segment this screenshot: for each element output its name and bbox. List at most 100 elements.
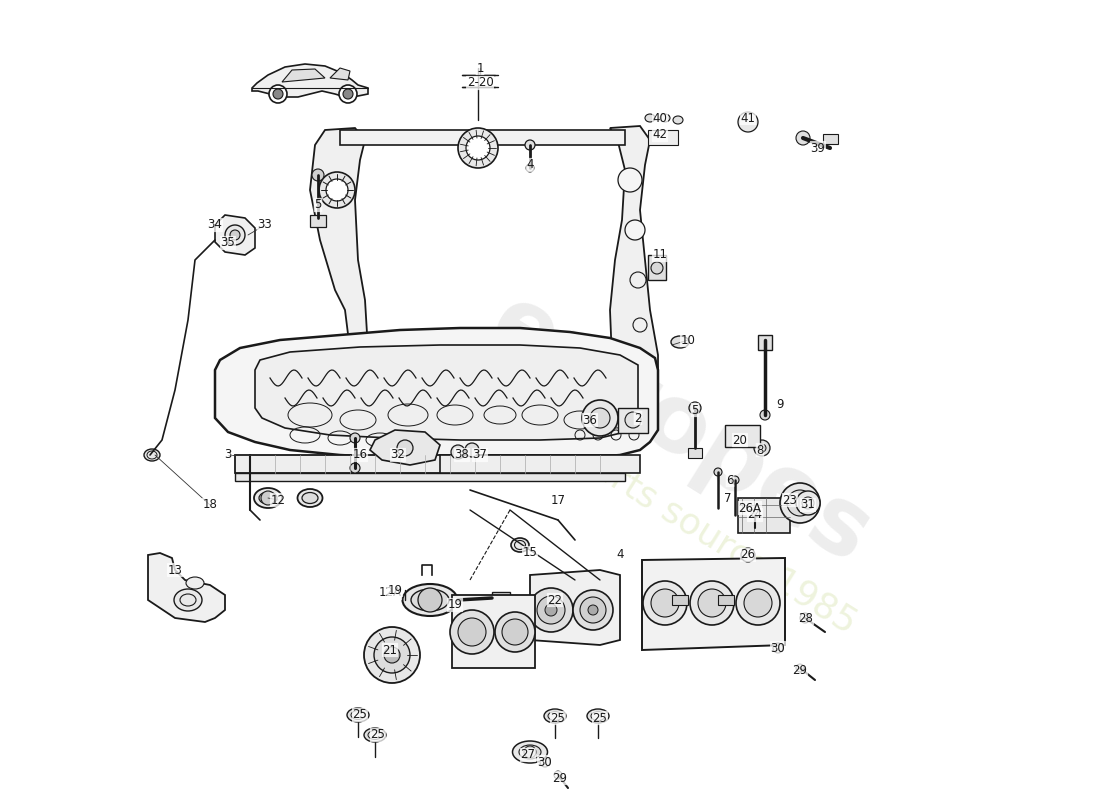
Circle shape: [529, 588, 573, 632]
Text: 28: 28: [799, 611, 813, 625]
Text: 3: 3: [224, 449, 232, 462]
Bar: [440, 455, 640, 473]
Circle shape: [732, 476, 739, 484]
Circle shape: [618, 168, 642, 192]
Circle shape: [744, 589, 772, 617]
Circle shape: [465, 443, 478, 457]
Text: 33: 33: [257, 218, 273, 231]
Bar: [235, 455, 625, 473]
Text: 35: 35: [221, 237, 235, 250]
Circle shape: [273, 89, 283, 99]
Circle shape: [502, 619, 528, 645]
Circle shape: [580, 597, 606, 623]
Circle shape: [796, 491, 820, 515]
Bar: [758, 335, 772, 350]
Text: 32: 32: [390, 449, 406, 462]
Circle shape: [458, 128, 498, 168]
Text: 37: 37: [473, 449, 487, 462]
Polygon shape: [530, 570, 620, 645]
Circle shape: [537, 596, 565, 624]
Circle shape: [590, 408, 610, 428]
Circle shape: [760, 410, 770, 420]
Text: 29: 29: [552, 771, 568, 785]
Bar: [492, 592, 510, 606]
Circle shape: [689, 402, 701, 414]
Text: 5: 5: [691, 403, 698, 417]
Text: 13: 13: [167, 563, 183, 577]
Polygon shape: [370, 430, 440, 465]
Ellipse shape: [411, 589, 449, 611]
Text: 23: 23: [782, 494, 797, 506]
Text: 25: 25: [593, 711, 607, 725]
Text: 39: 39: [811, 142, 825, 154]
Text: 36: 36: [583, 414, 597, 426]
Bar: [235, 473, 625, 481]
Circle shape: [554, 771, 562, 779]
Text: 12: 12: [271, 494, 286, 506]
Bar: [672, 595, 688, 605]
Text: 5: 5: [315, 198, 321, 211]
Circle shape: [339, 85, 358, 103]
Polygon shape: [452, 595, 535, 668]
Circle shape: [690, 581, 734, 625]
Circle shape: [796, 664, 804, 672]
Bar: [688, 448, 702, 458]
Ellipse shape: [403, 584, 458, 616]
Ellipse shape: [671, 336, 689, 348]
Circle shape: [458, 618, 486, 646]
Circle shape: [524, 746, 536, 758]
Circle shape: [451, 445, 465, 459]
Text: 17: 17: [550, 494, 565, 506]
Ellipse shape: [186, 577, 204, 589]
Ellipse shape: [519, 745, 541, 759]
Text: a parts source 1985: a parts source 1985: [538, 420, 862, 640]
Bar: [718, 595, 734, 605]
Text: 19: 19: [448, 598, 462, 611]
Bar: [738, 498, 790, 533]
Circle shape: [738, 112, 758, 132]
Ellipse shape: [512, 538, 529, 552]
Text: 34: 34: [208, 218, 222, 231]
Ellipse shape: [660, 114, 670, 122]
Circle shape: [418, 588, 442, 612]
Text: 41: 41: [740, 111, 756, 125]
Ellipse shape: [544, 709, 566, 723]
Bar: [310, 215, 326, 227]
Polygon shape: [642, 558, 785, 650]
Circle shape: [644, 581, 688, 625]
Polygon shape: [610, 126, 658, 400]
Circle shape: [751, 509, 759, 517]
Ellipse shape: [645, 114, 654, 122]
Text: europes: europes: [473, 277, 887, 583]
Text: 27: 27: [520, 749, 536, 762]
Bar: [725, 425, 760, 447]
Text: 2-20: 2-20: [466, 77, 494, 90]
Circle shape: [364, 627, 420, 683]
Text: 42: 42: [652, 129, 668, 142]
Text: 29: 29: [792, 663, 807, 677]
Bar: [823, 134, 838, 144]
Circle shape: [540, 757, 550, 767]
Ellipse shape: [174, 589, 202, 611]
Text: 40: 40: [652, 111, 668, 125]
Circle shape: [758, 444, 766, 452]
Polygon shape: [148, 553, 225, 622]
Circle shape: [773, 643, 783, 653]
Circle shape: [651, 589, 679, 617]
Circle shape: [226, 225, 245, 245]
Circle shape: [582, 400, 618, 436]
Text: 20: 20: [733, 434, 747, 446]
Text: 25: 25: [551, 711, 565, 725]
Text: 7: 7: [724, 491, 732, 505]
Text: 6: 6: [726, 474, 734, 486]
Circle shape: [350, 433, 360, 443]
Ellipse shape: [587, 709, 609, 723]
Circle shape: [780, 483, 820, 523]
Circle shape: [350, 463, 360, 473]
Text: 31: 31: [801, 498, 815, 511]
Ellipse shape: [297, 489, 322, 507]
Circle shape: [270, 85, 287, 103]
Circle shape: [800, 613, 810, 623]
Circle shape: [374, 637, 410, 673]
Circle shape: [625, 412, 641, 428]
